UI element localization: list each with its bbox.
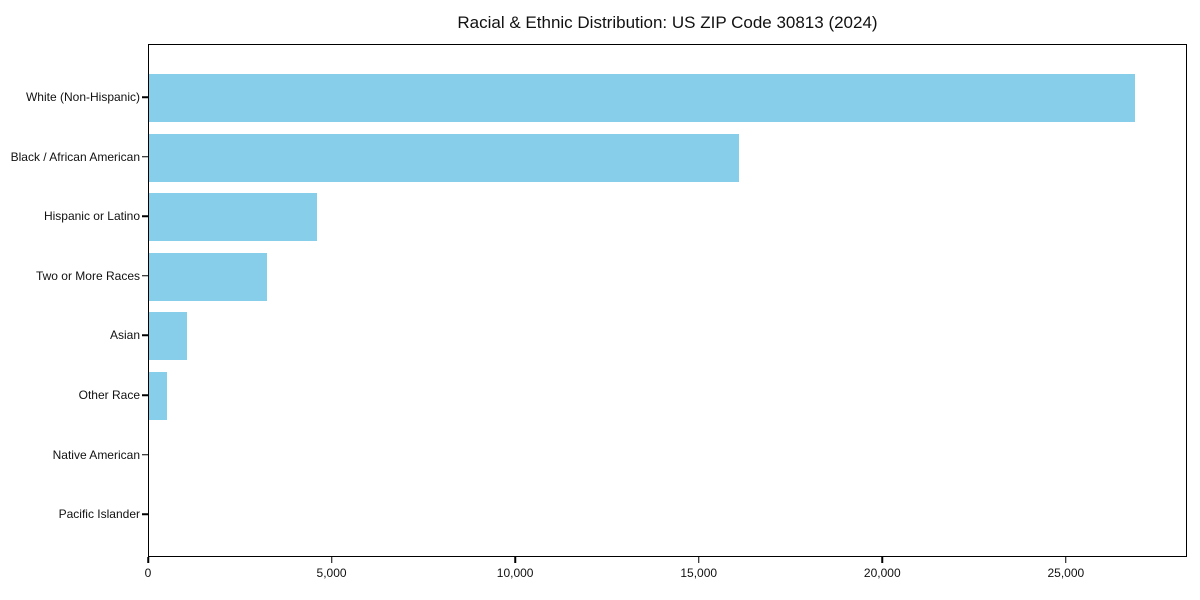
- x-tick-mark: [1065, 557, 1067, 563]
- y-tick-label: White (Non-Hispanic): [25, 90, 140, 104]
- y-tick-mark: [142, 215, 148, 217]
- chart-title: Racial & Ethnic Distribution: US ZIP Cod…: [457, 13, 878, 32]
- y-tick-label: Other Race: [78, 388, 140, 402]
- y-tick-label: Two or More Races: [35, 268, 140, 283]
- y-tick-label: Hispanic or Latino: [43, 209, 140, 224]
- x-tick-mark: [697, 557, 700, 563]
- x-tick-label: 15,000: [680, 566, 718, 580]
- plot-area: [148, 44, 1187, 557]
- y-tick-mark: [142, 513, 148, 515]
- bar-black-african-american: [149, 133, 739, 182]
- y-tick-mark: [142, 275, 148, 277]
- y-tick-label: Pacific Islander: [58, 507, 140, 522]
- x-tick-label: 10,000: [496, 566, 534, 580]
- x-tick-mark: [330, 557, 333, 563]
- y-tick-mark: [142, 96, 148, 98]
- x-tick-label: 20,000: [863, 566, 901, 580]
- x-tick-mark: [514, 557, 516, 563]
- x-tick-mark: [881, 557, 884, 563]
- x-tick-label: 25,000: [1047, 566, 1085, 580]
- bar-two-or-more-races: [149, 252, 268, 301]
- y-tick-mark: [142, 334, 148, 337]
- bar-other-race: [149, 372, 167, 420]
- bar-asian: [149, 312, 188, 361]
- y-tick-mark: [142, 155, 148, 158]
- x-tick-label: 5,000: [316, 566, 347, 580]
- x-tick-mark: [147, 557, 149, 563]
- bar-white-non-hispanic: [149, 74, 1135, 122]
- bar-hispanic-or-latino: [149, 193, 318, 242]
- y-tick-mark: [142, 394, 148, 396]
- y-tick-label: Black / African American: [10, 149, 140, 164]
- y-tick-mark: [142, 453, 148, 456]
- y-tick-label: Native American: [52, 447, 140, 462]
- y-tick-label: Asian: [109, 328, 140, 343]
- x-tick-label: 0: [144, 566, 152, 580]
